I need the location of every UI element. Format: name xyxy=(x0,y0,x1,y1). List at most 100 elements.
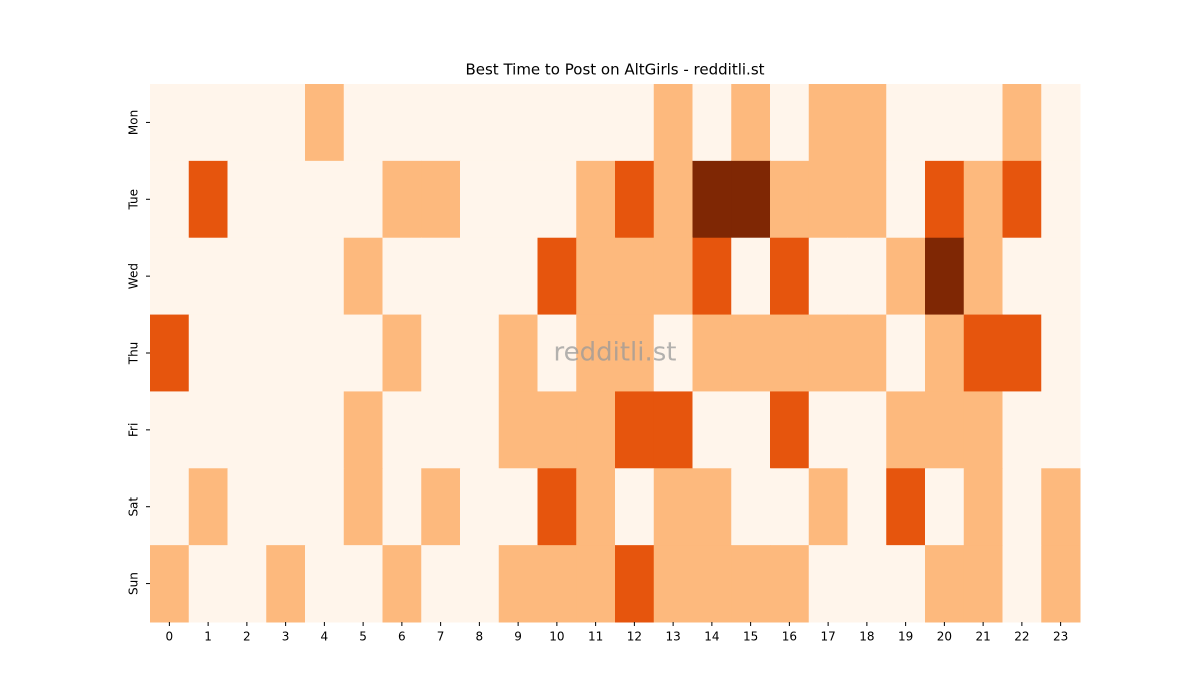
heatmap-cell xyxy=(537,160,577,239)
x-tick-label: 1 xyxy=(204,630,212,644)
heatmap-cell xyxy=(266,314,306,392)
heatmap-cell xyxy=(150,545,190,623)
heatmap-cell xyxy=(963,160,1003,239)
x-tick-label: 8 xyxy=(476,630,484,644)
heatmap-cell xyxy=(305,545,345,623)
heatmap-cell xyxy=(808,468,848,546)
heatmap-cell xyxy=(227,160,267,239)
heatmap-cell xyxy=(653,160,693,239)
heatmap-cell xyxy=(1002,237,1042,316)
heatmap-cell xyxy=(150,237,190,316)
heatmap-cell xyxy=(382,237,422,316)
heatmap-cell xyxy=(615,237,655,316)
heatmap-cell xyxy=(963,468,1003,546)
x-tick-label: 3 xyxy=(282,630,290,644)
heatmap-cell xyxy=(421,160,461,239)
heatmap-cell xyxy=(537,237,577,316)
heatmap-cell xyxy=(188,314,228,392)
heatmap-cell xyxy=(1041,545,1081,623)
heatmap-cell xyxy=(421,314,461,392)
heatmap-cell xyxy=(266,84,306,162)
heatmap-cell xyxy=(1002,468,1042,546)
heatmap-cell xyxy=(925,84,965,162)
heatmap-cell xyxy=(576,160,616,239)
x-tick-label: 21 xyxy=(975,630,990,644)
heatmap-cell xyxy=(731,160,771,239)
heatmap-cell xyxy=(537,468,577,546)
heatmap-cell xyxy=(266,545,306,623)
heatmap-cell xyxy=(421,391,461,469)
heatmap-cell xyxy=(808,314,848,392)
heatmap-cell xyxy=(1041,468,1081,546)
heatmap-cell xyxy=(305,468,345,546)
heatmap-cell xyxy=(770,468,810,546)
heatmap-cell xyxy=(1002,545,1042,623)
x-tick-label: 2 xyxy=(243,630,251,644)
heatmap-cell xyxy=(576,468,616,546)
x-tick-label: 14 xyxy=(704,630,719,644)
y-tick-label: Sat xyxy=(127,497,141,517)
x-tick-label: 20 xyxy=(937,630,952,644)
y-tick-label: Thu xyxy=(127,342,141,366)
x-tick-label: 15 xyxy=(743,630,758,644)
x-tick-label: 19 xyxy=(898,630,913,644)
x-tick-label: 18 xyxy=(859,630,874,644)
heatmap-cell xyxy=(382,468,422,546)
heatmap-cell xyxy=(615,160,655,239)
heatmap-cell xyxy=(886,391,926,469)
heatmap-cell xyxy=(421,84,461,162)
heatmap-cell xyxy=(498,84,538,162)
heatmap-cell xyxy=(576,314,616,392)
heatmap-cell xyxy=(770,545,810,623)
heatmap-cell xyxy=(808,237,848,316)
heatmap-cell xyxy=(343,468,383,546)
heatmap-cell xyxy=(188,545,228,623)
heatmap-cell xyxy=(886,545,926,623)
heatmap-cell xyxy=(886,314,926,392)
heatmap-cell xyxy=(343,84,383,162)
heatmap-cell xyxy=(227,237,267,316)
y-tick-label: Fri xyxy=(127,423,141,437)
heatmap-cell xyxy=(343,545,383,623)
heatmap-cell xyxy=(731,84,771,162)
heatmap-cell xyxy=(886,84,926,162)
heatmap-cell xyxy=(653,468,693,546)
heatmap-cell xyxy=(343,314,383,392)
x-tick-label: 12 xyxy=(627,630,642,644)
heatmap-cell xyxy=(847,545,887,623)
heatmap-cell xyxy=(150,468,190,546)
heatmap-cell xyxy=(963,545,1003,623)
heatmap-cell xyxy=(382,314,422,392)
heatmap-cell xyxy=(421,545,461,623)
heatmap-cell xyxy=(808,84,848,162)
heatmap-cell xyxy=(653,545,693,623)
x-tick-label: 5 xyxy=(359,630,367,644)
heatmap-cell xyxy=(150,160,190,239)
heatmap-cell xyxy=(925,314,965,392)
heatmap-cell xyxy=(1002,160,1042,239)
heatmap-cell xyxy=(460,391,500,469)
x-tick-label: 13 xyxy=(665,630,680,644)
heatmap-cell xyxy=(498,391,538,469)
x-tick-label: 17 xyxy=(820,630,835,644)
heatmap-cell xyxy=(963,314,1003,392)
heatmap-cell xyxy=(382,391,422,469)
heatmap-cell xyxy=(692,468,732,546)
heatmap-cell xyxy=(770,160,810,239)
heatmap-cell xyxy=(305,237,345,316)
x-tick-label: 9 xyxy=(514,630,522,644)
heatmap-cell xyxy=(770,391,810,469)
heatmap-cell xyxy=(188,160,228,239)
heatmap-cell xyxy=(1041,237,1081,316)
heatmap-cell xyxy=(653,84,693,162)
heatmap-cells xyxy=(150,84,1081,623)
heatmap-cell xyxy=(615,84,655,162)
heatmap-cell xyxy=(460,160,500,239)
heatmap-cell xyxy=(382,545,422,623)
heatmap-cell xyxy=(227,314,267,392)
heatmap-cell xyxy=(498,468,538,546)
heatmap-cell xyxy=(692,391,732,469)
heatmap-cell xyxy=(653,391,693,469)
heatmap-cell xyxy=(460,237,500,316)
